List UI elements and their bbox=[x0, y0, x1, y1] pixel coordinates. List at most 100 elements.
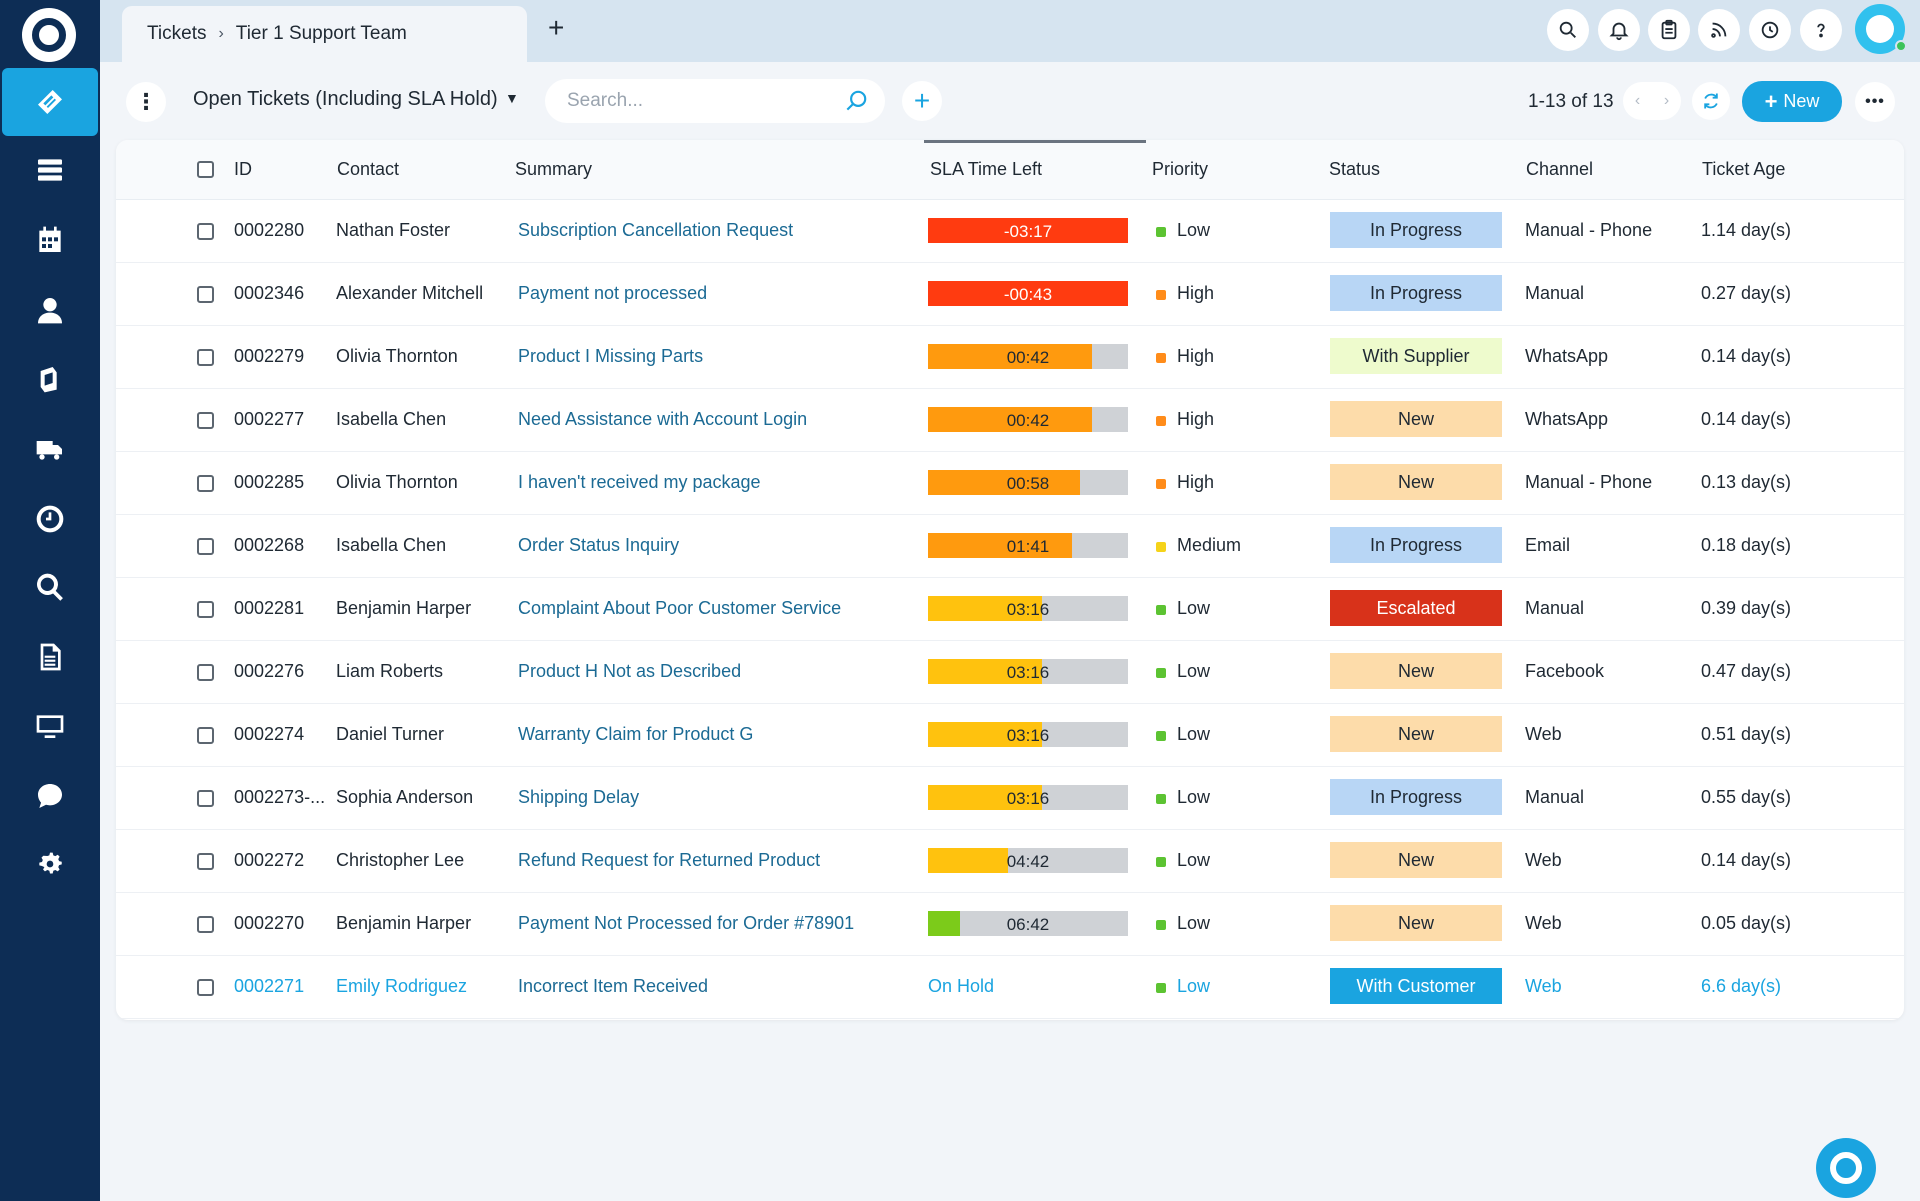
avatar[interactable] bbox=[1855, 4, 1907, 54]
ticket-summary-link[interactable]: Payment not processed bbox=[518, 283, 708, 303]
ticket-contact[interactable]: Christopher Lee bbox=[336, 850, 465, 870]
nav-list[interactable] bbox=[0, 136, 100, 204]
ticket-summary-link[interactable]: Product I Missing Parts bbox=[518, 346, 704, 366]
nav-time[interactable] bbox=[0, 485, 100, 553]
ticket-summary-link[interactable]: Product H Not as Described bbox=[518, 661, 742, 681]
table-row[interactable]: 0002272 Christopher Lee Refund Request for… bbox=[116, 830, 1904, 893]
column-header-status[interactable]: Status bbox=[1329, 159, 1381, 179]
refresh-button[interactable] bbox=[1692, 82, 1730, 120]
ticket-contact[interactable]: Isabella Chen bbox=[336, 409, 447, 429]
ticket-id[interactable]: 0002279 bbox=[234, 346, 305, 366]
ticket-id[interactable]: 0002274 bbox=[234, 724, 305, 744]
status-badge[interactable]: Escalated bbox=[1330, 590, 1502, 626]
row-checkbox[interactable] bbox=[197, 223, 214, 240]
nav-settings[interactable] bbox=[0, 830, 100, 898]
ticket-contact[interactable]: Nathan Foster bbox=[336, 220, 451, 240]
status-badge[interactable]: With Customer bbox=[1330, 968, 1502, 1004]
ticket-id[interactable]: 0002280 bbox=[234, 220, 305, 240]
ticket-contact[interactable]: Benjamin Harper bbox=[336, 598, 472, 618]
chevron-down-icon[interactable]: ▼ bbox=[505, 90, 519, 106]
next-page-icon[interactable]: › bbox=[1663, 92, 1670, 109]
ticket-contact[interactable]: Olivia Thornton bbox=[336, 472, 458, 492]
ticket-id[interactable]: 0002272 bbox=[234, 850, 305, 870]
nav-tickets[interactable] bbox=[2, 68, 98, 136]
search-icon[interactable] bbox=[843, 88, 869, 114]
status-badge[interactable]: New bbox=[1330, 842, 1502, 878]
table-row[interactable]: 0002273-... Sophia Anderson Shipping Delay… bbox=[116, 767, 1904, 830]
ticket-summary-link[interactable]: Incorrect Item Received bbox=[518, 976, 709, 996]
row-checkbox[interactable] bbox=[197, 790, 214, 807]
table-row[interactable]: 0002280 Nathan Foster Subscription Cancell… bbox=[116, 200, 1904, 263]
table-row[interactable]: 0002277 Isabella Chen Need Assistance with… bbox=[116, 389, 1904, 452]
ticket-summary-link[interactable]: Order Status Inquiry bbox=[518, 535, 680, 555]
table-row[interactable]: 0002285 Olivia Thornton I haven't received… bbox=[116, 452, 1904, 515]
status-badge[interactable]: With Supplier bbox=[1330, 338, 1502, 374]
row-checkbox[interactable] bbox=[197, 916, 214, 933]
status-badge[interactable]: In Progress bbox=[1330, 779, 1502, 815]
row-checkbox[interactable] bbox=[197, 538, 214, 555]
search-input[interactable] bbox=[567, 90, 827, 112]
status-badge[interactable]: New bbox=[1330, 716, 1502, 752]
table-row[interactable]: 0002346 Alexander Mitchell Payment not pro… bbox=[116, 263, 1904, 326]
ticket-contact[interactable]: Olivia Thornton bbox=[336, 346, 458, 366]
row-checkbox[interactable] bbox=[197, 601, 214, 618]
ticket-id[interactable]: 0002271 bbox=[234, 976, 305, 996]
ticket-summary-link[interactable]: Need Assistance with Account Login bbox=[518, 409, 808, 429]
view-title[interactable]: Open Tickets (Including SLA Hold) bbox=[193, 88, 498, 110]
ticket-id[interactable]: 0002276 bbox=[234, 661, 305, 681]
app-logo[interactable] bbox=[22, 8, 76, 62]
add-tab-button[interactable]: + bbox=[548, 12, 565, 43]
table-row[interactable]: 0002274 Daniel Turner Warranty Claim for P… bbox=[116, 704, 1904, 767]
ticket-summary-link[interactable]: Payment Not Processed for Order #78901 bbox=[518, 913, 855, 933]
table-row[interactable]: 0002276 Liam Roberts Product H Not as Desc… bbox=[116, 641, 1904, 704]
ticket-contact[interactable]: Emily Rodriguez bbox=[336, 976, 468, 996]
ticket-contact[interactable]: Isabella Chen bbox=[336, 535, 447, 555]
table-row[interactable]: 0002279 Olivia Thornton Product I Missing … bbox=[116, 326, 1904, 389]
ticket-id[interactable]: 0002285 bbox=[234, 472, 305, 492]
ticket-id[interactable]: 0002273-... bbox=[234, 787, 326, 807]
column-header-contact[interactable]: Contact bbox=[337, 159, 400, 179]
ticket-id[interactable]: 0002270 bbox=[234, 913, 305, 933]
ticket-summary-link[interactable]: Shipping Delay bbox=[518, 787, 640, 807]
status-badge[interactable]: New bbox=[1330, 464, 1502, 500]
status-badge[interactable]: In Progress bbox=[1330, 212, 1502, 248]
ticket-id[interactable]: 0002281 bbox=[234, 598, 305, 618]
ticket-summary-link[interactable]: Subscription Cancellation Request bbox=[518, 220, 794, 240]
column-header-sla[interactable]: SLA Time Left bbox=[930, 159, 1043, 179]
ticket-id[interactable]: 0002277 bbox=[234, 409, 305, 429]
global-search-button[interactable] bbox=[1547, 9, 1589, 51]
add-filter-button[interactable]: + bbox=[902, 81, 942, 121]
status-badge[interactable]: In Progress bbox=[1330, 527, 1502, 563]
table-row[interactable]: 0002281 Benjamin Harper Complaint About Po… bbox=[116, 578, 1904, 641]
column-header-age[interactable]: Ticket Age bbox=[1702, 159, 1786, 179]
row-checkbox[interactable] bbox=[197, 664, 214, 681]
status-badge[interactable]: In Progress bbox=[1330, 275, 1502, 311]
row-checkbox[interactable] bbox=[197, 286, 214, 303]
nav-contacts[interactable] bbox=[0, 276, 100, 344]
help-button[interactable] bbox=[1800, 9, 1842, 51]
history-button[interactable] bbox=[1749, 9, 1791, 51]
ticket-id[interactable]: 0002268 bbox=[234, 535, 305, 555]
column-header-channel[interactable]: Channel bbox=[1526, 159, 1594, 179]
table-row[interactable]: 0002271 Emily Rodriguez Incorrect Item Rec… bbox=[116, 956, 1904, 1019]
row-checkbox[interactable] bbox=[197, 727, 214, 744]
more-options-button[interactable]: ••• bbox=[1855, 82, 1895, 122]
status-badge[interactable]: New bbox=[1330, 401, 1502, 437]
ticket-contact[interactable]: Alexander Mitchell bbox=[336, 283, 484, 303]
column-header-id[interactable]: ID bbox=[234, 159, 252, 179]
row-checkbox[interactable] bbox=[197, 412, 214, 429]
ticket-summary-link[interactable]: Warranty Claim for Product G bbox=[518, 724, 754, 744]
table-row[interactable]: 0002268 Isabella Chen Order Status Inquiry… bbox=[116, 515, 1904, 578]
breadcrumb-root[interactable]: Tickets bbox=[147, 23, 207, 44]
nav-monitor[interactable] bbox=[0, 692, 100, 760]
breadcrumb[interactable]: Tickets › Tier 1 Support Team bbox=[122, 6, 527, 62]
ticket-contact[interactable]: Liam Roberts bbox=[336, 661, 444, 681]
ticket-summary-link[interactable]: Refund Request for Returned Product bbox=[518, 850, 821, 870]
ticket-summary-link[interactable]: I haven't received my package bbox=[518, 472, 761, 492]
column-header-summary[interactable]: Summary bbox=[515, 159, 593, 179]
status-badge[interactable]: New bbox=[1330, 905, 1502, 941]
ticket-contact[interactable]: Sophia Anderson bbox=[336, 787, 474, 807]
select-all-checkbox[interactable] bbox=[197, 161, 214, 178]
table-row[interactable]: 0002270 Benjamin Harper Payment Not Proces… bbox=[116, 893, 1904, 956]
nav-delivery[interactable] bbox=[0, 415, 100, 483]
